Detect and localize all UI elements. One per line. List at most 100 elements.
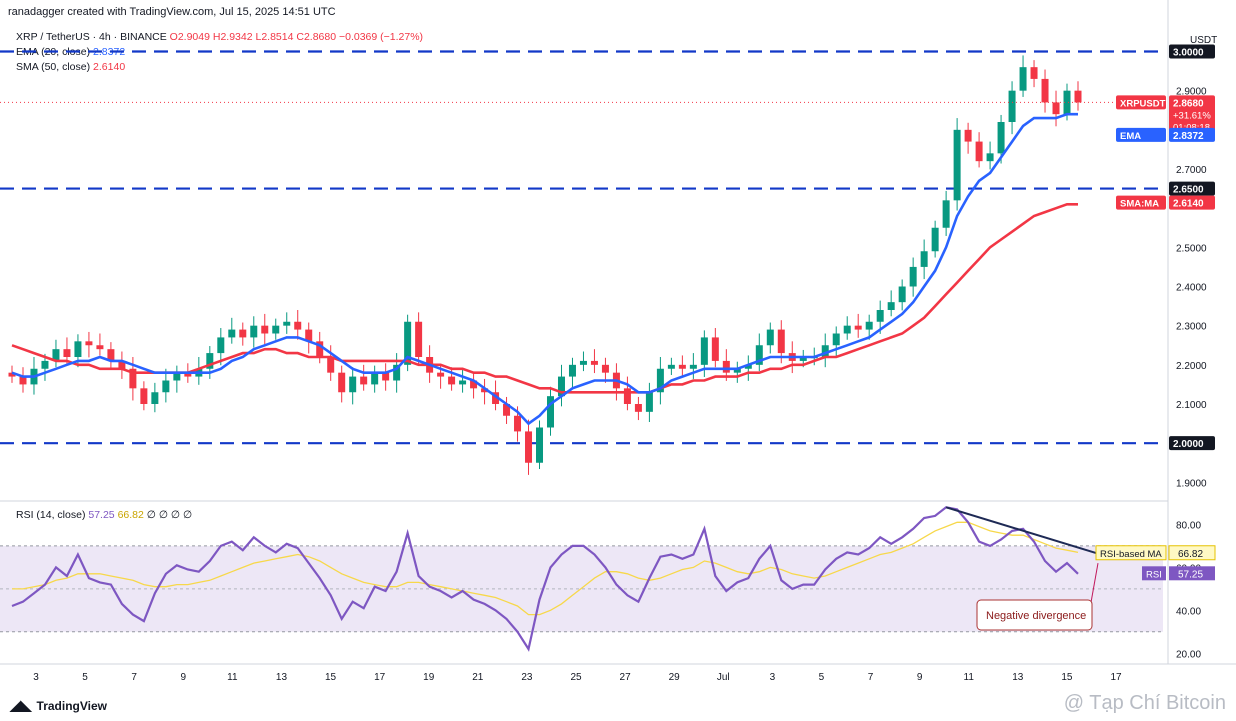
candle-body [821,345,829,357]
sma-legend[interactable]: SMA (50, close) 2.6140 [16,61,125,73]
time-tick-label: 9 [180,672,186,683]
candle-body [206,353,214,369]
candle-body [744,364,752,369]
candle-body [898,286,906,303]
divergence-trendline [945,506,1109,558]
level-price-tag: 2.6500 [1169,181,1215,196]
rsi-line [11,506,1079,652]
candle-body [503,404,511,416]
chart-credit: ranadagger created with TradingView.com,… [8,6,336,18]
tag-value-bg [1169,195,1215,210]
rsi-ma-tag: RSI-based MA 66.82 [1095,545,1216,561]
currency-label: USDT [1190,35,1217,46]
candle-body [931,227,939,252]
rsi-ma-value-bg [1168,545,1216,561]
sma-legend-label: SMA (50, close) [16,61,91,73]
rsi-value-bg [1169,566,1215,581]
candle-body [74,341,82,357]
time-tick-label: Jul [717,672,730,683]
candle-body [525,431,533,463]
tag-label: XRPUSDT [1120,98,1166,109]
candle-body [492,392,500,404]
tradingview-logo[interactable]: ◢◣ TradingView [10,697,107,714]
tag-value: 2.6140 [1173,199,1204,210]
price-scale-tag: EMA 2.8372 [1116,127,1215,142]
time-tick-label: 27 [620,672,632,683]
candle-body [184,372,192,377]
rsi-tick-label: 80.00 [1176,520,1201,531]
symbol-legend[interactable]: XRP / TetherUS · 4h · BINANCE O2.9049 H2… [16,31,423,43]
candle-body [272,325,280,334]
price-tick-label: 2.4000 [1176,283,1207,294]
time-tick-label: 17 [374,672,386,683]
candle-body [634,404,642,412]
candle-body [162,380,170,393]
tag-label-bg [1116,127,1166,142]
candle-body [338,372,346,393]
candle-body [645,392,653,412]
level-price-tag: 2.0000 [1169,436,1215,451]
candle-body [997,122,1005,154]
candle-body [448,376,456,385]
candle-body [1008,90,1016,122]
tag-value-bg [1169,95,1215,136]
candle-body [41,360,49,369]
tag-value: 2.8372 [1173,131,1204,142]
time-tick-label: 15 [1061,672,1073,683]
price-tick-label: 1.9000 [1176,478,1207,489]
tradingview-brand: TradingView [36,698,108,713]
callout-text: Negative divergence [986,610,1086,622]
callout-box [976,599,1093,631]
candle-body [689,364,697,369]
candle-body [942,200,950,228]
candle-body [711,337,719,361]
time-tick-label: 3 [33,672,39,683]
candle-body [327,357,335,373]
rsi-ma-value: 66.82 [1178,549,1203,560]
candle-body [470,380,478,389]
candle-body [250,325,258,338]
candle-body [404,321,412,365]
price-tick-label: 2.5000 [1176,243,1207,254]
candle-body [854,325,862,330]
time-tick-label: 13 [1012,672,1024,683]
candle-body [964,129,972,142]
candle-body [733,368,741,373]
price-scale-tag: SMA:MA 2.6140 [1116,195,1215,210]
candle-body [975,141,983,162]
candle-body [832,333,840,346]
candle-body [755,345,763,365]
candle-body [1052,102,1060,115]
sma-legend-value: 2.6140 [93,61,126,73]
candle-body [909,266,917,287]
candle-body [777,329,785,354]
rsi-legend[interactable]: RSI (14, close) 57.25 66.82 ∅ ∅ ∅ ∅ [16,509,192,521]
annotation-pointer [1089,563,1099,609]
time-tick-label: 3 [770,672,776,683]
watermark: @ Tạp Chí Bitcoin [1063,692,1226,714]
candle-body [228,329,236,338]
rsi-tag-label: RSI [1146,569,1162,580]
candle-body [151,392,159,404]
candle-body [536,427,544,463]
price-tick-label: 2.9000 [1176,87,1207,98]
time-tick-label: 11 [964,672,975,683]
time-tick-label: 21 [472,672,484,683]
rsi-legend-value: 57.25 [88,509,115,521]
tag-value: 2.8680 [1173,98,1204,109]
rsi-ma-tag-bg [1095,545,1167,561]
candle-body [217,337,225,354]
candle-body [678,364,686,369]
candle-body [371,372,379,385]
candle-body [349,376,357,393]
rsi-tag-bg [1142,566,1166,581]
candle-body [481,388,489,393]
time-tick-label: 5 [819,672,825,683]
candle-body [986,153,994,162]
time-tick-label: 9 [917,672,923,683]
candle-body [568,364,576,377]
candle-body [140,388,148,404]
candle-body [514,415,522,432]
level-price-tag: 3.0000 [1169,44,1215,59]
